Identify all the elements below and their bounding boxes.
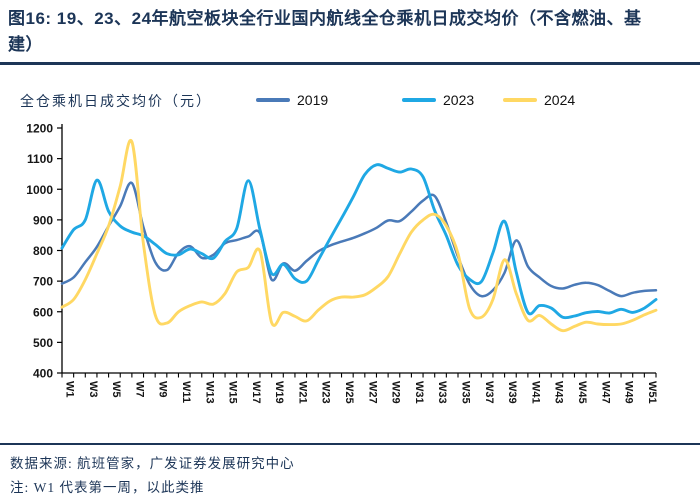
x-tick-label: W3 — [87, 381, 99, 398]
legend-label-2023: 2023 — [443, 92, 475, 108]
x-tick-label: W39 — [506, 381, 518, 404]
x-tick-label: W7 — [133, 381, 145, 398]
series-2023-line — [60, 163, 658, 320]
x-tick-label: W25 — [343, 381, 355, 404]
x-tick-label: W9 — [157, 381, 169, 398]
x-tick-label: W33 — [436, 381, 448, 404]
x-tick-label: W35 — [460, 381, 472, 404]
legend-label-2019: 2019 — [297, 92, 329, 108]
y-tick-label: 600 — [33, 305, 53, 319]
y-tick-label: 500 — [33, 336, 53, 350]
footnote-text: 注: W1 代表第一周，以此类推 — [10, 480, 205, 495]
legend-swatch-2023 — [402, 98, 436, 102]
legend-item-2019: 2019 — [256, 90, 328, 110]
x-tick-label: W47 — [599, 381, 611, 404]
y-tick-label: 800 — [33, 244, 53, 258]
legend-item-2023: 2023 — [402, 90, 474, 110]
x-tick-label: W27 — [366, 381, 378, 404]
x-tick-label: W5 — [110, 381, 122, 398]
legend-swatch-2019 — [256, 98, 290, 102]
x-tick-label: W31 — [413, 381, 425, 404]
series-2024-line — [60, 138, 658, 333]
x-tick-label: W1 — [64, 381, 76, 398]
x-tick-label: W13 — [203, 381, 215, 404]
y-tick-label: 900 — [33, 213, 53, 227]
figure-title: 图16: 19、23、24年航空板块全行业国内航线全仓乘机日成交均价（不含燃油、… — [8, 9, 642, 54]
x-tick-label: W11 — [180, 381, 192, 403]
x-tick-label: W23 — [320, 381, 332, 404]
x-tick-label: W29 — [390, 381, 402, 404]
legend-label-2024: 2024 — [544, 92, 576, 108]
x-tick-label: W21 — [296, 381, 308, 404]
y-tick-label: 1100 — [27, 152, 53, 166]
legend-swatch-2024 — [503, 98, 537, 102]
x-tick-label: W51 — [646, 381, 658, 404]
x-tick-label: W19 — [273, 381, 285, 404]
title-divider-rule — [0, 62, 700, 65]
y-tick-label: 400 — [33, 367, 53, 381]
x-tick-label: W49 — [623, 381, 635, 404]
x-tick-label: W43 — [553, 381, 565, 404]
legend-item-2024: 2024 — [503, 90, 575, 110]
line-chart-svg: 400 500 600 700 800 900 1000 1100 1200 W1 W3 W5 W7 W9… — [26, 122, 658, 404]
x-tick-label: W37 — [483, 381, 495, 404]
y-tick-label: 1200 — [26, 122, 53, 136]
y-tick-label: 700 — [33, 275, 53, 289]
line-chart: 400 500 600 700 800 900 1000 1100 1200 W1 W3 W5 W7 W9… — [0, 112, 700, 417]
data-source-text: 数据来源: 航班管家，广发证券发展研究中心 — [10, 456, 295, 471]
legend-row: 全仓乘机日成交均价（元） 2019 2023 2024 — [0, 90, 700, 110]
y-axis-unit-label: 全仓乘机日成交均价（元） — [20, 95, 212, 110]
y-tick-label: 1000 — [26, 183, 53, 197]
x-tick-label: W17 — [250, 381, 262, 404]
x-tick-label: W41 — [529, 381, 541, 404]
x-tick-label: W45 — [576, 381, 588, 404]
x-tick-label: W15 — [227, 381, 239, 404]
footer-divider-rule — [0, 443, 700, 445]
series-2019-line — [60, 181, 658, 298]
